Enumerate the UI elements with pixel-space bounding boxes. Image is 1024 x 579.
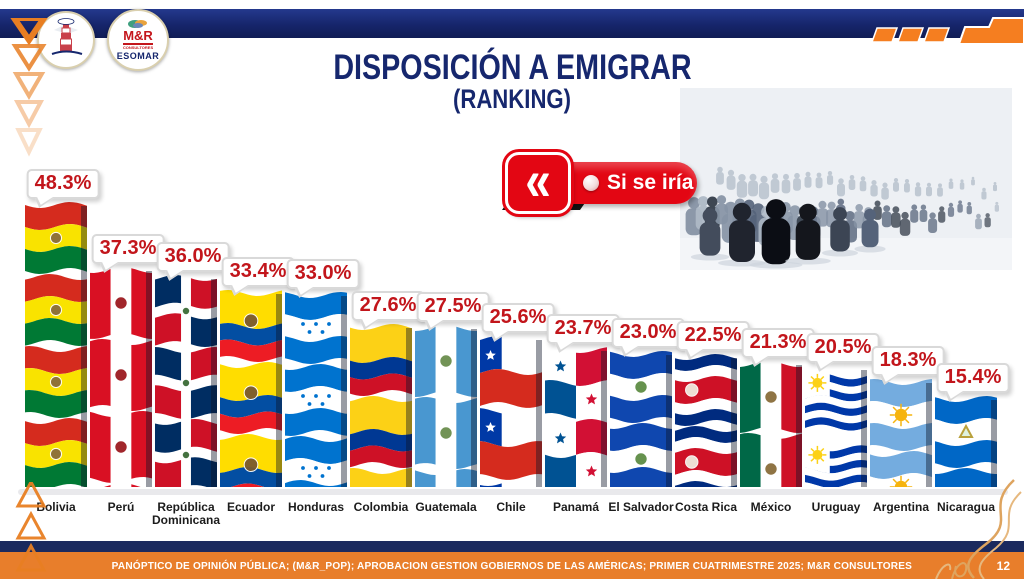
- logo-esomar-text: ESOMAR: [116, 51, 160, 61]
- map-icon: [127, 20, 147, 28]
- gold-swirl-decoration: [935, 479, 1022, 579]
- flag-bar: [480, 336, 542, 552]
- category-label: Argentina: [872, 500, 929, 514]
- si-se-iria-badge: Si se iría «: [501, 150, 705, 214]
- category-label: Perú: [107, 500, 135, 514]
- title-line1: DISPOSICIÓN A EMIGRAR: [332, 48, 692, 87]
- value-bubble: 48.3%: [26, 169, 100, 199]
- flag-bar: [545, 347, 607, 492]
- category-label: Guatemala: [415, 500, 477, 514]
- footer-navy-stripe: [0, 541, 1024, 552]
- category-label: República Dominicana: [151, 500, 220, 528]
- value-bubble: 15.4%: [936, 363, 1010, 393]
- flag-bar: [155, 275, 217, 492]
- logo-consultores-text: CONSULTORES: [122, 45, 154, 50]
- title-line2: (RANKING): [452, 84, 572, 114]
- page-number: 12: [996, 558, 1010, 573]
- triangle-decoration-down: [10, 18, 48, 157]
- value-bubble: 21.3%: [741, 328, 815, 358]
- category-label: Ecuador: [226, 500, 275, 514]
- badge-label: Si se iría: [607, 171, 694, 194]
- lighthouse-icon: [51, 18, 83, 55]
- category-label: Costa Rica: [674, 500, 738, 514]
- flag-bar: [285, 292, 347, 508]
- value-bubble: 25.6%: [481, 303, 555, 333]
- value-bubble: 37.3%: [91, 234, 165, 264]
- chart-baseline: [18, 489, 1008, 495]
- flag-bar: [740, 361, 802, 505]
- mr-esomar-logo: M&R CONSULTORES ESOMAR: [107, 9, 169, 71]
- category-label: Bolivia: [36, 500, 76, 514]
- chevron-double-left-icon: «: [505, 152, 571, 214]
- flag-bar: [805, 366, 867, 510]
- category-label: El Salvador: [608, 500, 674, 514]
- value-bubble: 23.7%: [546, 314, 620, 344]
- triangle-decoration-up: [15, 482, 47, 572]
- value-bubble: 27.5%: [416, 292, 490, 322]
- top-navy-band: [0, 9, 1024, 38]
- footer-source-text: PANÓPTICO DE OPINIÓN PÚBLICA; (M&R_POP);…: [111, 559, 913, 572]
- flag-bar: [610, 351, 672, 495]
- orange-corner-decoration: [870, 17, 1024, 45]
- category-label: Chile: [496, 500, 526, 514]
- value-bubble: 23.0%: [611, 318, 685, 348]
- category-label: Honduras: [287, 500, 344, 514]
- flag-bar: [870, 379, 932, 523]
- flag-bar: [220, 290, 282, 506]
- value-bubble: 36.0%: [156, 242, 230, 272]
- value-bubble: 22.5%: [676, 321, 750, 351]
- lighthouse-logo: [37, 11, 95, 69]
- value-bubble: 33.0%: [286, 259, 360, 289]
- logo-mr-text: M&R: [123, 28, 153, 45]
- category-label: Colombia: [353, 500, 409, 514]
- flag-bar: [350, 324, 412, 540]
- category-label: México: [750, 500, 792, 514]
- flag-bar: [675, 354, 737, 498]
- value-bubble: 33.4%: [221, 257, 295, 287]
- sphere-icon: [583, 175, 599, 191]
- flag-bar: [415, 325, 477, 541]
- value-bubble: 18.3%: [871, 346, 945, 376]
- category-label: Nicaragua: [936, 500, 996, 514]
- migrants-silhouette-image: [680, 88, 1012, 270]
- value-bubble: 20.5%: [806, 333, 880, 363]
- category-label: Panamá: [552, 500, 600, 514]
- flag-bar: [25, 202, 87, 492]
- category-label: Uruguay: [811, 500, 861, 514]
- value-bubble: 27.6%: [351, 291, 425, 321]
- footer-bar: PANÓPTICO DE OPINIÓN PÚBLICA; (M&R_POP);…: [0, 552, 1024, 579]
- flag-bar: [90, 267, 152, 555]
- page-title: DISPOSICIÓN A EMIGRAR (RANKING): [0, 48, 1024, 115]
